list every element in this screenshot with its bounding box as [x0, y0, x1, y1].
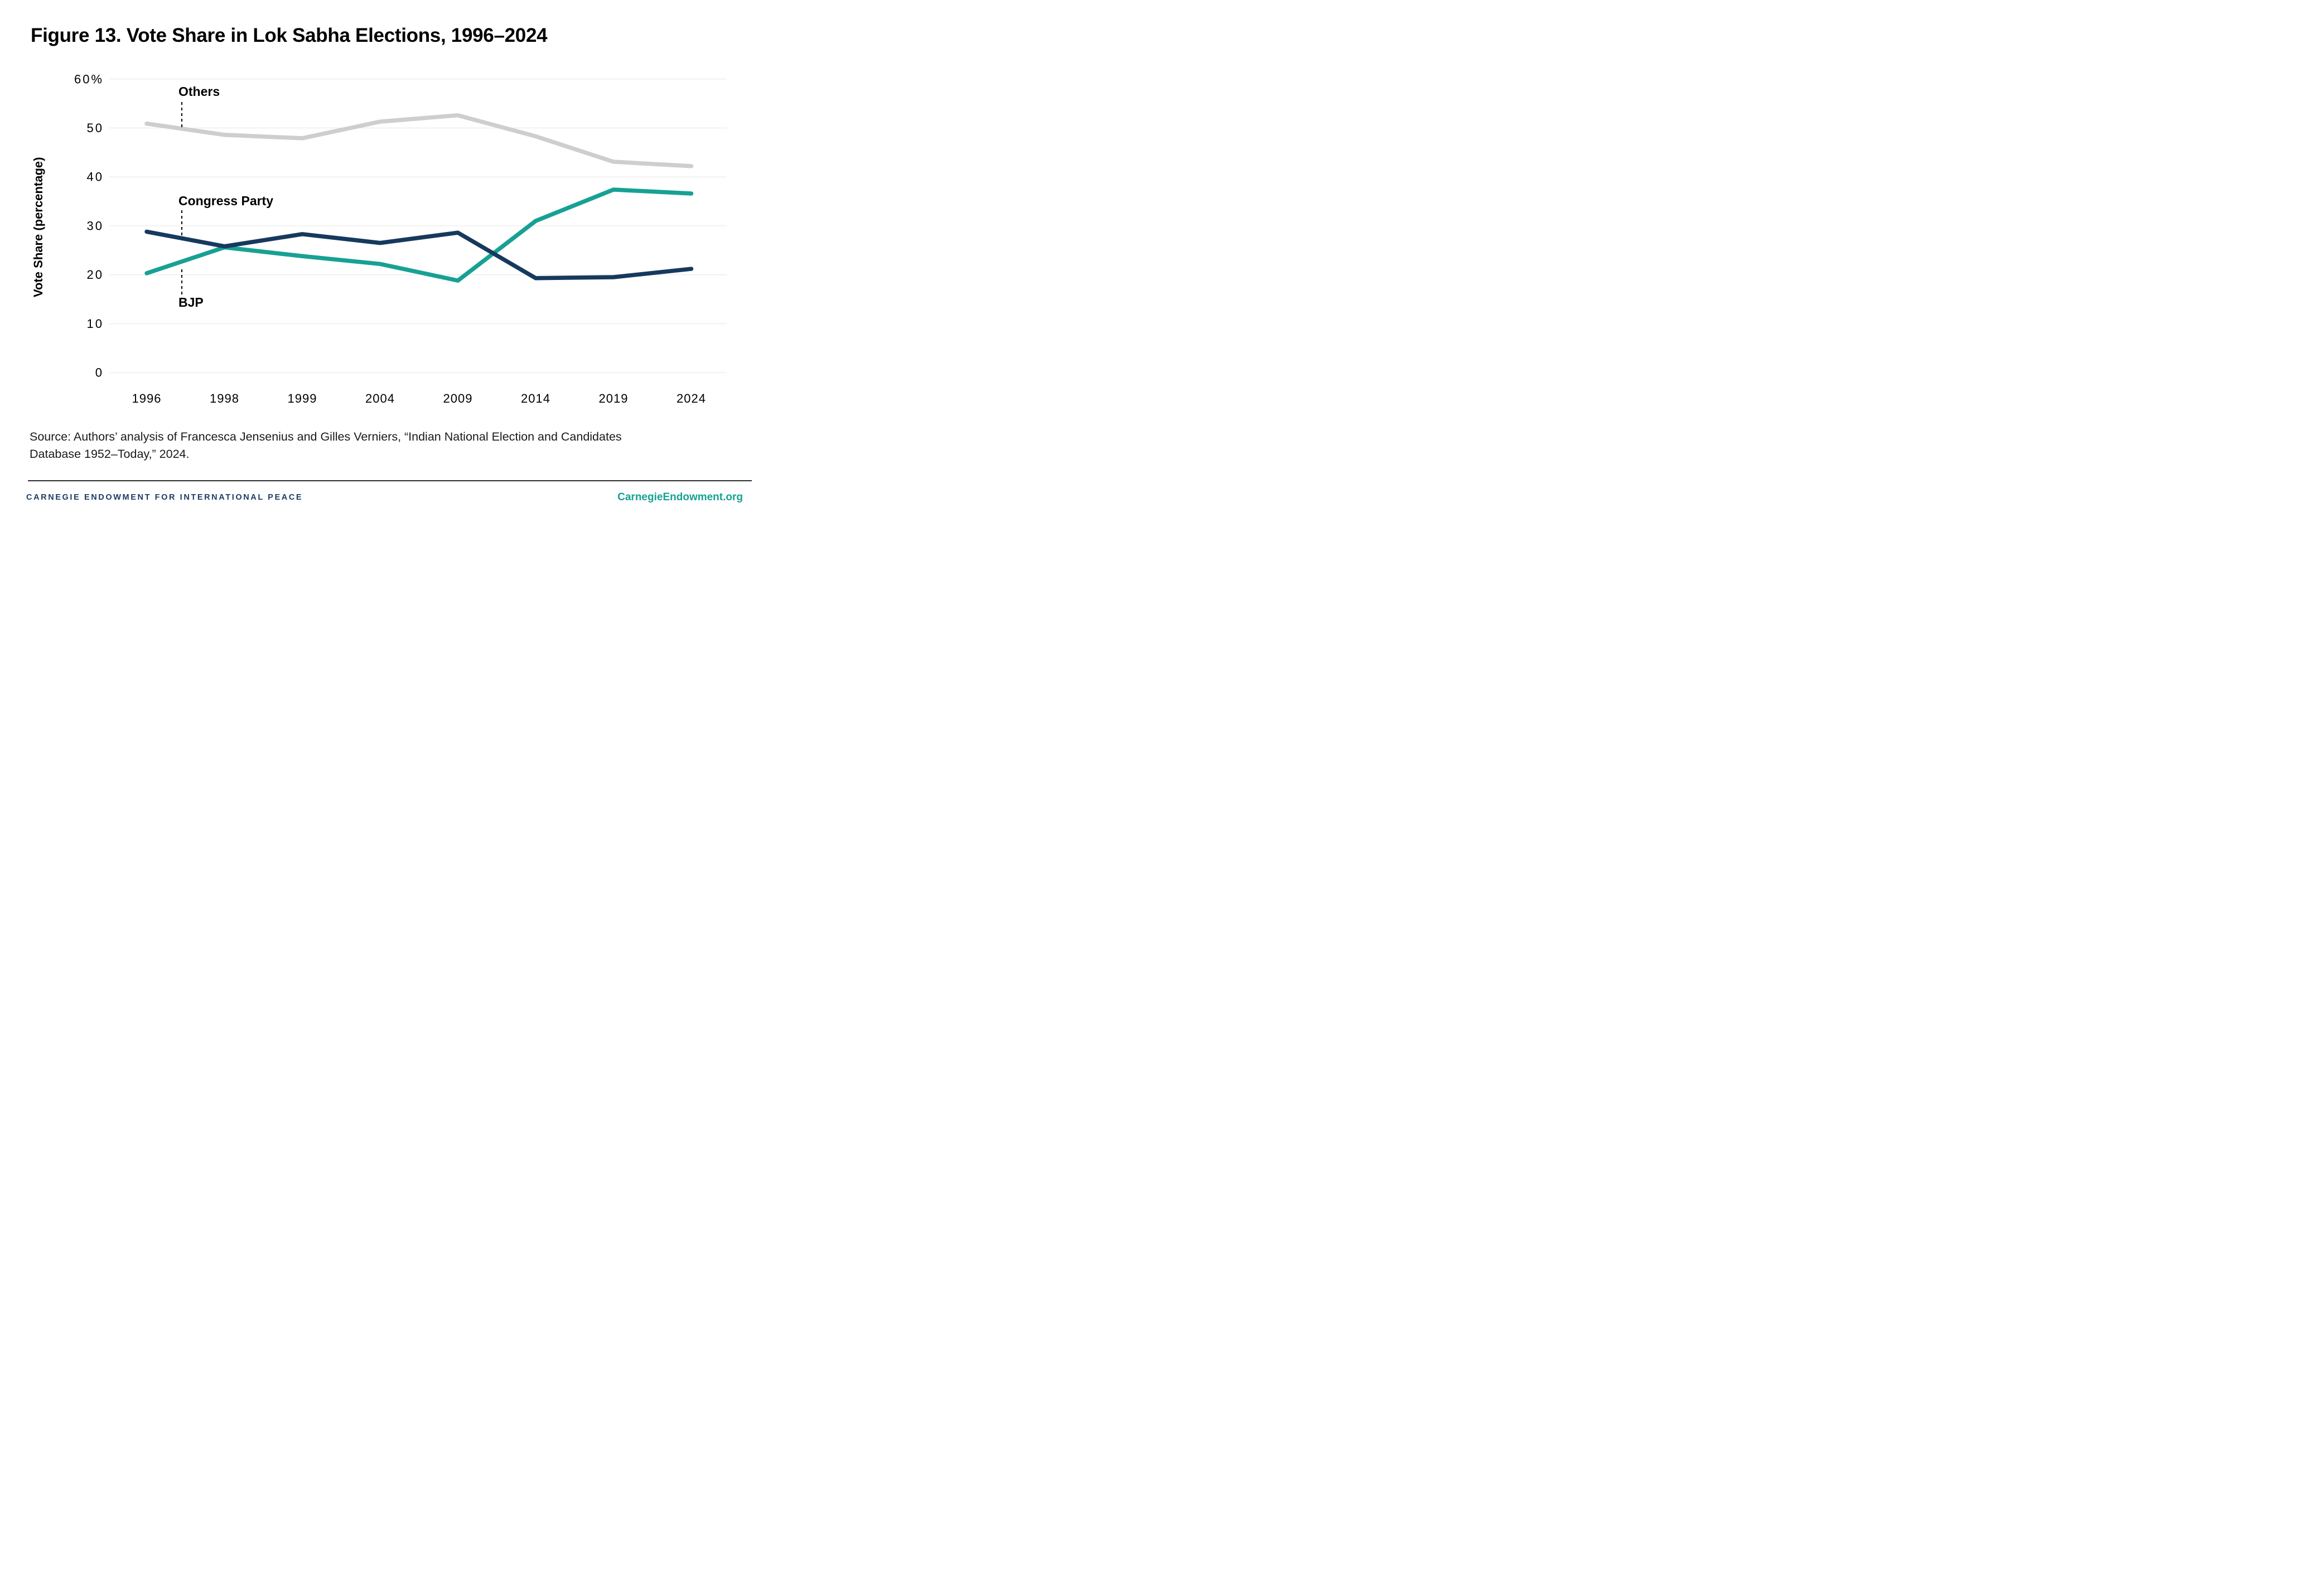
annotation-bjp-label: BJP — [178, 295, 204, 310]
y-tick-label: 40 — [87, 170, 104, 184]
annotation-congress-leader-line — [181, 210, 182, 236]
x-tick-label: 1999 — [288, 392, 317, 405]
series-line-congress-party — [144, 229, 694, 281]
source-line-1: Source: Authors’ analysis of Francesca J… — [30, 430, 622, 443]
x-tick-label: 2019 — [599, 392, 629, 405]
footer-org-name: CARNEGIE ENDOWMENT FOR INTERNATIONAL PEA… — [26, 493, 303, 502]
y-tick-label: 60% — [74, 72, 104, 86]
x-tick-label: 1996 — [132, 392, 162, 405]
annotation-others-leader-line — [181, 102, 182, 127]
footer-divider — [28, 480, 752, 481]
y-tick-label: 10 — [87, 317, 104, 331]
x-tick-label: 2014 — [521, 392, 550, 405]
y-tick-label: 50 — [87, 121, 104, 135]
x-tick-label: 1998 — [210, 392, 239, 405]
annotation-congress-label: Congress Party — [178, 194, 274, 208]
x-tick-label: 2024 — [677, 392, 706, 405]
series-line-bjp — [144, 187, 694, 283]
annotation-bjp-leader-line — [181, 269, 182, 295]
page: Figure 13. Vote Share in Lok Sabha Elect… — [0, 0, 775, 530]
y-tick-label: 0 — [95, 366, 104, 380]
y-tick-label: 30 — [87, 219, 104, 233]
source-line-2: Database 1952–Today,” 2024. — [30, 447, 190, 461]
series-line-others — [144, 113, 694, 168]
figure-title: Figure 13. Vote Share in Lok Sabha Elect… — [31, 25, 548, 46]
x-tick-label: 2004 — [365, 392, 395, 405]
annotation-others-label: Others — [178, 84, 220, 99]
x-tick-label: 2009 — [443, 392, 473, 405]
line-chart-svg: 0 10 20 30 40 50 60% 1996 1998 1999 2004 2009 2014 20… — [74, 72, 727, 405]
y-tick-label: 20 — [87, 268, 104, 282]
source-note: Source: Authors’ analysis of Francesca J… — [30, 428, 622, 462]
footer-website-link[interactable]: CarnegieEndowment.org — [617, 491, 743, 503]
